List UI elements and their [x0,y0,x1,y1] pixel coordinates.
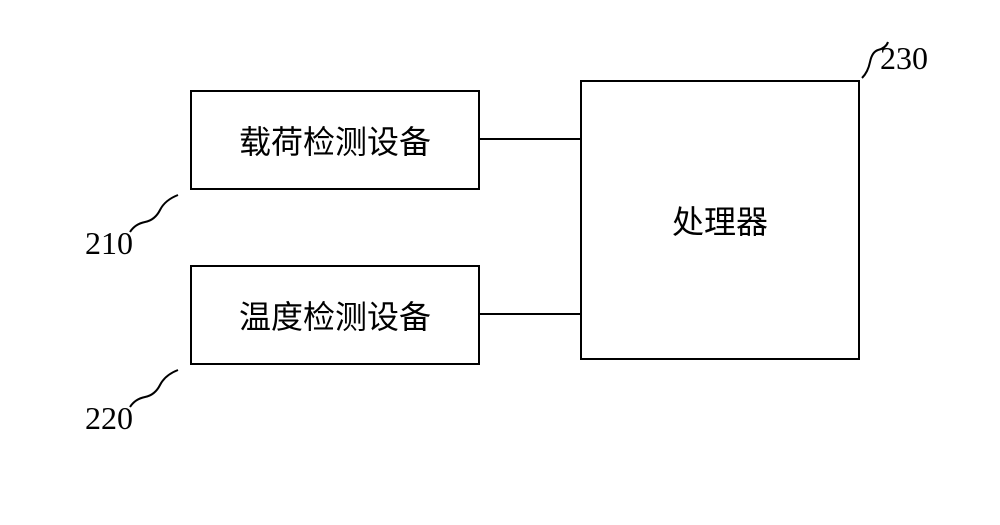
edge-load-to-processor [480,138,580,140]
edge-temp-to-processor [480,313,580,315]
node-processor: 处理器 [580,80,860,360]
node-processor-label: 处理器 [672,197,768,243]
node-temp-detect-label: 温度检测设备 [239,292,431,338]
node-temp-detect: 温度检测设备 [190,265,480,365]
node-load-detect: 载荷检测设备 [190,90,480,190]
ref-label-220: 220 [85,400,133,437]
ref-label-210: 210 [85,225,133,262]
ref-label-230: 230 [880,40,928,77]
node-load-detect-label: 载荷检测设备 [239,117,431,163]
diagram-container: 载荷检测设备 温度检测设备 处理器 210 220 230 [0,0,1000,525]
